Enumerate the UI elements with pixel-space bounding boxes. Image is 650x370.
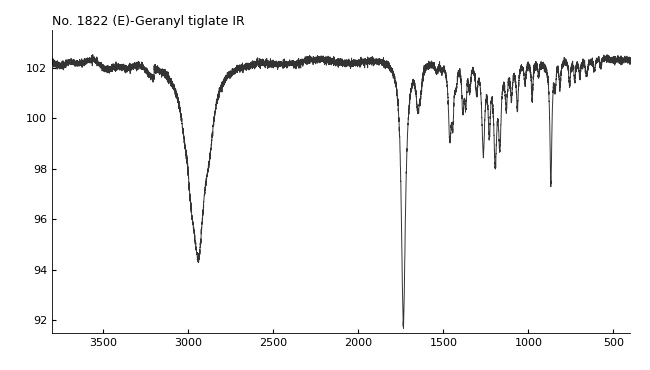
Text: No. 1822 (E)-Geranyl tiglate IR: No. 1822 (E)-Geranyl tiglate IR	[52, 16, 245, 28]
